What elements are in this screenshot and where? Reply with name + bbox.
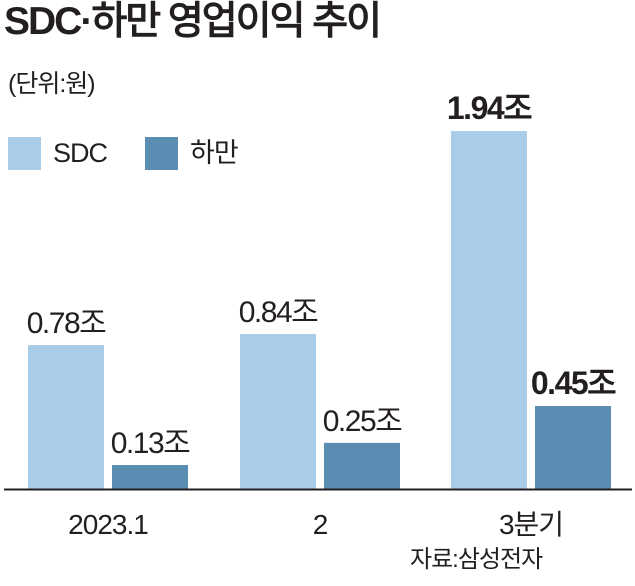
bar-harman-0 bbox=[112, 465, 188, 489]
legend-swatch-harman bbox=[145, 137, 179, 170]
data-label-sdc-0: 0.78조 bbox=[27, 307, 106, 340]
data-label-harman-1: 0.25조 bbox=[323, 405, 402, 438]
chart-title: SDC·하만 영업이익 추이 bbox=[4, 0, 382, 43]
legend-label-harman: 하만 bbox=[190, 138, 239, 168]
x-tick-label-0: 2023.1 bbox=[68, 509, 148, 540]
bar-harman-1 bbox=[324, 442, 400, 489]
legend-item-sdc: SDC bbox=[8, 137, 108, 170]
unit-label: (단위:원) bbox=[8, 70, 96, 98]
x-tick-label-1: 2 bbox=[313, 509, 328, 540]
legend-label-sdc: SDC bbox=[53, 138, 108, 168]
legend: SDC 하만 bbox=[8, 137, 276, 170]
bar-harman-2 bbox=[535, 405, 611, 489]
bar-sdc-0 bbox=[28, 345, 104, 489]
legend-item-harman: 하만 bbox=[145, 137, 239, 170]
data-label-harman-2: 0.45조 bbox=[531, 365, 616, 401]
data-label-harman-0: 0.13조 bbox=[111, 427, 190, 460]
data-label-sdc-1: 0.84조 bbox=[239, 296, 318, 329]
bar-sdc-2 bbox=[451, 131, 527, 489]
source-note: 자료:삼성전자 bbox=[410, 546, 543, 573]
legend-swatch-sdc bbox=[8, 137, 41, 170]
bar-sdc-1 bbox=[240, 334, 316, 489]
x-tick-label-2: 3분기 bbox=[499, 509, 563, 540]
data-label-sdc-2: 1.94조 bbox=[447, 90, 532, 126]
